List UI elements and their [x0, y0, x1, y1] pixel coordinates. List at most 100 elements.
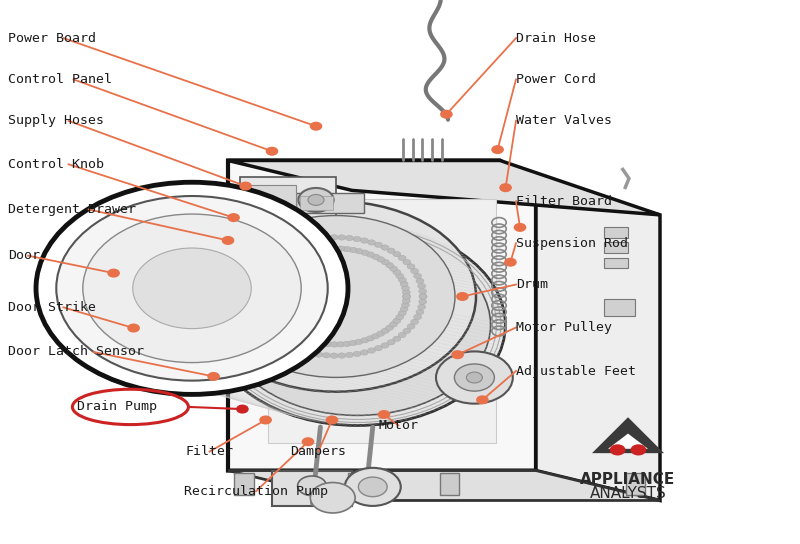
- Circle shape: [259, 262, 267, 267]
- Circle shape: [436, 351, 513, 404]
- Circle shape: [418, 299, 426, 305]
- Circle shape: [610, 445, 625, 455]
- Circle shape: [403, 259, 411, 265]
- Circle shape: [343, 341, 351, 347]
- Circle shape: [381, 343, 389, 348]
- Circle shape: [419, 294, 427, 299]
- Text: Control Knob: Control Knob: [8, 158, 104, 171]
- Circle shape: [228, 214, 239, 221]
- Circle shape: [372, 254, 380, 259]
- Circle shape: [418, 304, 426, 310]
- Circle shape: [338, 234, 346, 240]
- Circle shape: [196, 201, 476, 392]
- Circle shape: [396, 273, 404, 279]
- Circle shape: [307, 237, 315, 243]
- Circle shape: [245, 296, 253, 302]
- Circle shape: [255, 322, 263, 327]
- Circle shape: [237, 405, 248, 413]
- Circle shape: [300, 251, 308, 256]
- Circle shape: [457, 293, 468, 300]
- Circle shape: [419, 294, 427, 299]
- Circle shape: [269, 254, 277, 259]
- Circle shape: [492, 146, 503, 153]
- Circle shape: [307, 350, 315, 356]
- Bar: [240, 177, 336, 223]
- Circle shape: [398, 255, 406, 261]
- Circle shape: [477, 396, 488, 404]
- Circle shape: [377, 257, 385, 262]
- Circle shape: [374, 242, 382, 248]
- Circle shape: [300, 239, 308, 244]
- Text: Filter: Filter: [186, 445, 234, 458]
- Circle shape: [306, 249, 314, 255]
- Circle shape: [308, 195, 324, 206]
- Circle shape: [252, 271, 260, 276]
- Circle shape: [390, 322, 398, 327]
- Text: Power Cord: Power Cord: [516, 73, 596, 86]
- Circle shape: [36, 182, 348, 394]
- Text: ANALYSTS: ANALYSTS: [590, 486, 666, 501]
- Bar: [604, 227, 628, 238]
- Circle shape: [306, 338, 314, 344]
- Circle shape: [402, 302, 410, 308]
- Circle shape: [360, 238, 368, 243]
- Circle shape: [273, 268, 281, 273]
- Text: Door: Door: [8, 249, 40, 262]
- Circle shape: [83, 214, 302, 363]
- Circle shape: [410, 319, 418, 325]
- Circle shape: [269, 334, 277, 339]
- Circle shape: [324, 342, 332, 347]
- Text: Dampers: Dampers: [290, 445, 346, 458]
- Circle shape: [281, 326, 289, 332]
- Circle shape: [343, 246, 351, 252]
- Circle shape: [208, 373, 219, 380]
- Circle shape: [360, 350, 368, 355]
- Circle shape: [393, 251, 401, 257]
- Circle shape: [414, 314, 422, 320]
- Circle shape: [381, 245, 389, 250]
- Bar: [295, 254, 315, 275]
- Circle shape: [56, 196, 328, 381]
- Circle shape: [366, 252, 374, 257]
- Circle shape: [324, 246, 332, 251]
- Circle shape: [355, 339, 363, 344]
- Circle shape: [374, 345, 382, 351]
- Circle shape: [349, 341, 357, 346]
- Circle shape: [295, 335, 303, 340]
- Circle shape: [500, 184, 511, 191]
- Text: Drain Pump: Drain Pump: [77, 400, 157, 413]
- Circle shape: [346, 236, 354, 241]
- Circle shape: [377, 331, 385, 336]
- Circle shape: [382, 259, 390, 265]
- Bar: [604, 258, 628, 269]
- Circle shape: [387, 248, 395, 254]
- Circle shape: [286, 344, 294, 350]
- Circle shape: [349, 247, 357, 252]
- Circle shape: [290, 332, 298, 338]
- Circle shape: [441, 110, 452, 118]
- Circle shape: [312, 248, 320, 253]
- Circle shape: [398, 311, 406, 316]
- Circle shape: [274, 250, 282, 255]
- Circle shape: [402, 285, 410, 290]
- Circle shape: [285, 258, 293, 263]
- Circle shape: [367, 348, 375, 353]
- Circle shape: [330, 234, 338, 240]
- Circle shape: [416, 310, 424, 315]
- Text: Power Board: Power Board: [8, 32, 96, 45]
- Circle shape: [393, 336, 401, 342]
- Circle shape: [262, 300, 270, 306]
- Bar: [240, 248, 320, 277]
- Circle shape: [263, 257, 271, 263]
- Circle shape: [265, 308, 273, 314]
- Bar: [604, 299, 634, 316]
- Circle shape: [402, 289, 410, 295]
- Text: Filter Board: Filter Board: [516, 195, 612, 208]
- Circle shape: [353, 236, 361, 242]
- Bar: [244, 254, 264, 275]
- Circle shape: [210, 224, 506, 425]
- Circle shape: [454, 364, 494, 391]
- Circle shape: [281, 261, 289, 267]
- Circle shape: [263, 283, 271, 289]
- Circle shape: [262, 296, 270, 301]
